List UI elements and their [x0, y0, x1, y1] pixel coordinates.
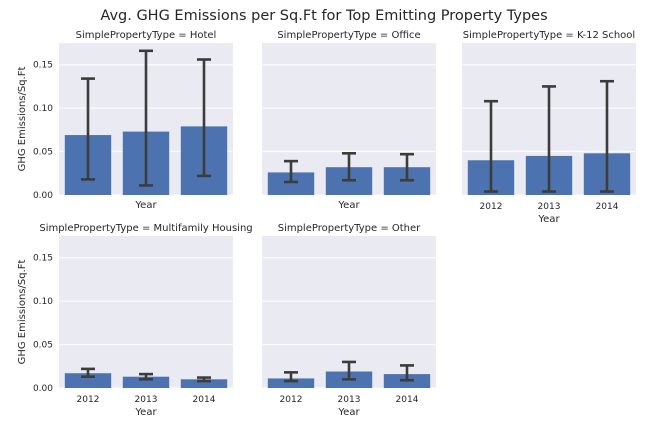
bar-2012 [64, 373, 112, 388]
y-tick-label: 0.10 [33, 104, 53, 114]
plot-area [59, 236, 233, 388]
x-tick-label: 2013 [538, 202, 561, 212]
x-axis-label: Year [134, 407, 157, 418]
y-tick-label: 0.05 [33, 148, 53, 158]
y-tick-label: 0.00 [33, 191, 53, 201]
x-tick-label: 2012 [280, 395, 303, 405]
x-tick-label: 2014 [193, 395, 216, 405]
x-axis-label: Year [537, 214, 560, 225]
panel-title: SimplePropertyType = Other [278, 223, 421, 234]
x-tick-label: 2014 [396, 395, 419, 405]
bar-2012 [267, 172, 315, 195]
bar-2014 [180, 379, 228, 388]
bar-2012 [267, 378, 315, 388]
x-tick-label: 2013 [338, 395, 361, 405]
panel-hotel: 0.00 0.05 0.10 0.15 SimplePropertyType = Hot… [17, 30, 233, 211]
panel-office: SimplePropertyType = Office Year [262, 30, 436, 211]
panel-other: 2012 2013 2014 SimplePropertyType = Other Ye… [262, 223, 436, 418]
figure-title: Avg. GHG Emissions per Sq.Ft for Top Emi… [100, 8, 547, 24]
x-axis-label: Year [134, 200, 157, 211]
y-tick-label: 0.00 [33, 384, 53, 394]
facet-grid: 0.00 0.05 0.10 0.15 SimplePropertyType = Hot… [17, 30, 636, 418]
y-tick-label: 0.15 [33, 61, 53, 71]
panel-title: SimplePropertyType = K-12 School [463, 30, 635, 41]
panel-title: SimplePropertyType = Hotel [76, 30, 217, 41]
panel-multifamily-housing: 0.00 0.05 0.10 0.15 2012 2013 2014 SimpleProper… [17, 223, 253, 418]
y-tick-label: 0.05 [33, 341, 53, 351]
panel-title: SimplePropertyType = Multifamily Housing [39, 223, 252, 234]
x-axis-label: Year [337, 200, 360, 211]
panel-k12-school: 2012 2013 2014 SimplePropertyType = K-12 Sc… [462, 30, 636, 225]
bar-2013 [122, 376, 170, 388]
x-tick-label: 2012 [77, 395, 100, 405]
y-tick-label: 0.15 [33, 254, 53, 264]
panel-title: SimplePropertyType = Office [277, 30, 420, 41]
x-tick-label: 2014 [596, 202, 619, 212]
x-tick-label: 2013 [135, 395, 158, 405]
y-tick-label: 0.10 [33, 297, 53, 307]
x-tick-label: 2012 [480, 202, 503, 212]
y-axis-label: GHG Emissions/Sq.Ft [17, 67, 28, 172]
x-axis-label: Year [337, 407, 360, 418]
y-axis-label: GHG Emissions/Sq.Ft [17, 260, 28, 365]
